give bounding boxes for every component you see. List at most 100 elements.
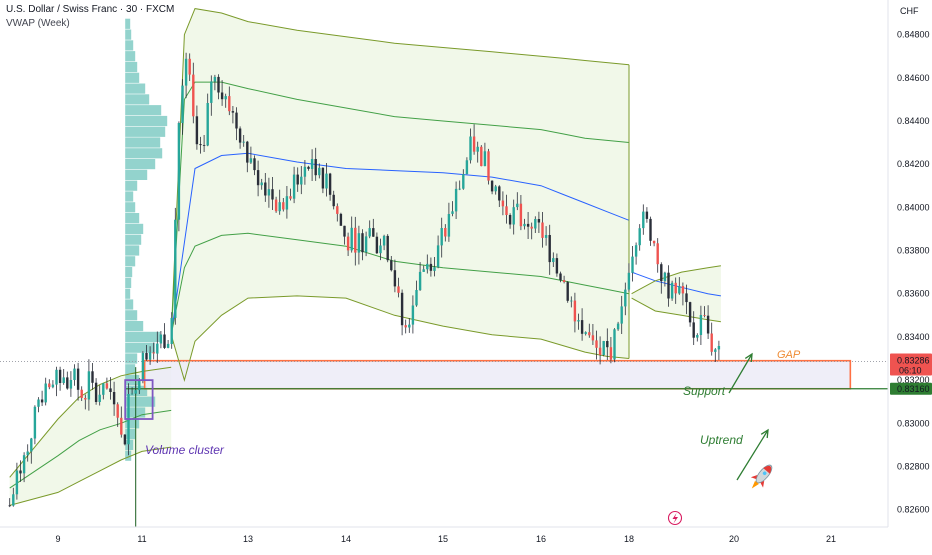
volume-profile-bar bbox=[125, 256, 136, 267]
candle bbox=[548, 224, 551, 275]
support-price-value: 0.83160 bbox=[897, 384, 930, 394]
candle bbox=[584, 331, 587, 336]
candle bbox=[260, 178, 263, 190]
candle-body bbox=[613, 329, 616, 360]
candle bbox=[206, 93, 209, 147]
candle-body bbox=[91, 371, 94, 383]
volume-profile-bar bbox=[125, 202, 136, 213]
candle-body bbox=[12, 494, 15, 506]
candle bbox=[577, 313, 580, 330]
candle bbox=[98, 385, 101, 406]
candle-body bbox=[692, 322, 695, 338]
candle-body bbox=[516, 203, 519, 208]
candle-body bbox=[141, 353, 145, 381]
candle bbox=[231, 106, 235, 124]
candle-body bbox=[260, 182, 263, 186]
candle-body bbox=[15, 470, 19, 495]
candle bbox=[130, 387, 134, 395]
candle-body bbox=[76, 368, 80, 390]
candle-body bbox=[588, 332, 591, 336]
candle bbox=[674, 277, 677, 304]
candle-body bbox=[192, 74, 195, 117]
candle-body bbox=[296, 174, 299, 185]
volume-profile-bar bbox=[125, 72, 140, 83]
candle-body bbox=[595, 340, 598, 348]
candle bbox=[177, 121, 181, 232]
candle bbox=[84, 394, 87, 410]
candle-body bbox=[120, 417, 123, 435]
candle-body bbox=[364, 236, 368, 253]
candle bbox=[534, 216, 537, 233]
candle-body bbox=[411, 305, 415, 325]
candle-body bbox=[112, 392, 116, 405]
candle bbox=[48, 379, 51, 390]
candle-body bbox=[336, 206, 339, 214]
candle-body bbox=[339, 213, 343, 226]
candle bbox=[631, 246, 634, 282]
candle-body bbox=[390, 260, 393, 271]
candle-body bbox=[429, 263, 433, 271]
volume-profile-bar bbox=[125, 364, 136, 375]
candle bbox=[80, 386, 83, 401]
candle-body bbox=[22, 455, 26, 474]
candle bbox=[166, 340, 170, 349]
candle-body bbox=[681, 286, 685, 294]
candle-body bbox=[210, 81, 213, 103]
candle-body bbox=[584, 332, 587, 334]
candle bbox=[242, 135, 245, 147]
volume-cluster-box bbox=[124, 379, 154, 420]
candle bbox=[433, 257, 436, 277]
candle bbox=[516, 192, 519, 211]
candle bbox=[253, 155, 256, 176]
candle-body bbox=[174, 219, 177, 318]
candle bbox=[624, 282, 627, 316]
candle bbox=[87, 359, 91, 411]
candle bbox=[620, 295, 623, 334]
candle bbox=[663, 271, 667, 287]
candle-body bbox=[570, 300, 573, 302]
candle bbox=[588, 323, 591, 338]
candle bbox=[33, 405, 37, 445]
candle bbox=[505, 194, 508, 224]
candle bbox=[483, 142, 487, 167]
candle-body bbox=[508, 215, 512, 225]
candle-body bbox=[278, 202, 281, 212]
y-tick-label: 0.83000 bbox=[897, 418, 930, 428]
candle-body bbox=[494, 186, 497, 192]
candle bbox=[224, 93, 227, 108]
candle bbox=[40, 390, 44, 406]
y-tick-label: 0.84000 bbox=[897, 202, 930, 212]
candle-body bbox=[580, 320, 584, 334]
candle bbox=[649, 216, 652, 246]
y-tick-label: 0.82600 bbox=[897, 505, 930, 515]
x-tick-label: 11 bbox=[137, 534, 146, 544]
candle-body bbox=[555, 258, 559, 274]
volume-profile-bar bbox=[125, 51, 136, 62]
candle-body bbox=[685, 293, 688, 303]
candle bbox=[192, 62, 195, 124]
candle-body bbox=[314, 159, 317, 176]
candle bbox=[314, 147, 317, 181]
candle bbox=[278, 189, 281, 215]
candle-body bbox=[678, 286, 681, 294]
candle bbox=[555, 253, 559, 277]
x-tick-label: 18 bbox=[624, 534, 634, 544]
candle bbox=[393, 259, 397, 293]
volume-profile-bar bbox=[125, 418, 140, 429]
candle-body bbox=[102, 383, 105, 395]
candle bbox=[134, 383, 137, 395]
candle-body bbox=[271, 189, 274, 200]
volume-profile-bar bbox=[125, 439, 134, 450]
candle bbox=[94, 378, 98, 405]
candle-body bbox=[368, 228, 371, 237]
volume-profile-bar bbox=[125, 105, 162, 116]
candle bbox=[422, 265, 425, 272]
candle-body bbox=[674, 282, 677, 294]
candle-body bbox=[519, 203, 523, 227]
candle bbox=[627, 263, 631, 292]
candle-body bbox=[634, 245, 638, 257]
vwap-line bbox=[9, 446, 172, 506]
volume-profile-bar bbox=[125, 94, 150, 105]
candles bbox=[8, 52, 721, 508]
